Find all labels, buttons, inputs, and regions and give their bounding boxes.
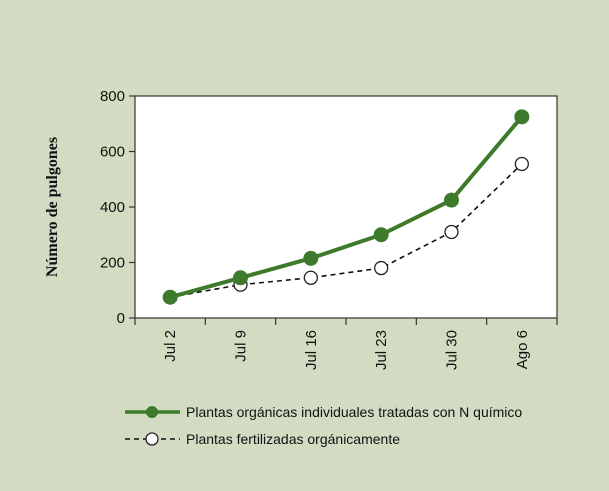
x-tick-label: Jul 2 xyxy=(162,330,179,362)
y-axis-label: Número de pulgones xyxy=(44,137,61,277)
series-layer xyxy=(162,109,530,305)
y-axis: 0 200 400 600 800 xyxy=(100,88,135,327)
y-tick-label: 600 xyxy=(100,144,125,161)
plot-area xyxy=(134,95,558,319)
legend-label: Plantas fertilizadas orgánicamente xyxy=(186,431,400,447)
series-line xyxy=(170,163,523,298)
data-point-filled xyxy=(514,109,530,125)
legend-marker-open xyxy=(145,432,159,446)
data-point-filled xyxy=(233,270,248,286)
x-tick-label: Jul 30 xyxy=(444,330,461,370)
series-line xyxy=(169,115,524,300)
x-tick-label: Jul 23 xyxy=(373,330,390,370)
legend: Plantas orgánicas individuales tratadas … xyxy=(125,404,522,447)
y-tick-label: 200 xyxy=(100,255,125,272)
y-tick-label: 800 xyxy=(100,88,125,105)
y-tick-label: 0 xyxy=(117,310,125,327)
data-point-filled xyxy=(303,250,319,266)
data-point-open xyxy=(514,156,529,172)
data-point-filled xyxy=(373,227,389,243)
x-tick-label: Jul 16 xyxy=(303,330,320,370)
x-axis: Jul 2 Jul 9 Jul 16 Jul 23 Jul 30 Ago 6 xyxy=(134,318,558,370)
x-tick-label: Jul 9 xyxy=(233,330,250,362)
y-tick-label: 400 xyxy=(100,199,125,216)
x-tick-label: Ago 6 xyxy=(514,330,531,369)
data-point-open xyxy=(303,270,318,285)
data-point-open xyxy=(374,260,389,276)
data-point-filled xyxy=(444,192,459,208)
data-point-filled xyxy=(162,289,178,305)
data-point-open xyxy=(444,224,459,240)
legend-label: Plantas orgánicas individuales tratadas … xyxy=(186,404,522,420)
legend-marker-filled xyxy=(146,406,158,418)
